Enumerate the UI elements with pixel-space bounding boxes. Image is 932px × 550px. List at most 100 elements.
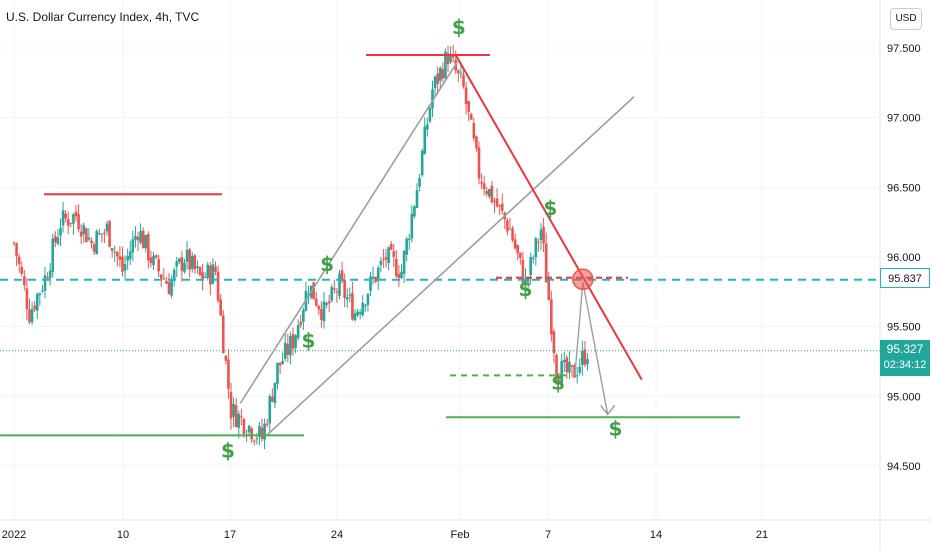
- candle: [118, 256, 122, 260]
- current-price-label: 95.327: [886, 342, 924, 356]
- candle: [268, 396, 272, 424]
- candle: [139, 230, 142, 243]
- candle: [511, 228, 514, 241]
- candle: [46, 277, 49, 279]
- chart-title: U.S. Dollar Currency Index, 4h, TVC: [6, 10, 200, 24]
- candle: [126, 255, 129, 261]
- candle: [519, 252, 522, 258]
- candle: [224, 355, 228, 361]
- candle: [338, 273, 341, 296]
- candle: [364, 304, 367, 306]
- candle: [178, 258, 181, 262]
- candle: [384, 257, 388, 260]
- y-tick-label: 96.500: [887, 182, 921, 194]
- candle: [175, 261, 179, 267]
- dollar-annotation: $: [519, 277, 533, 301]
- candle: [43, 275, 47, 291]
- candle: [23, 276, 26, 286]
- candle: [136, 236, 140, 241]
- candle: [379, 260, 383, 265]
- x-tick-label: 21: [756, 529, 768, 541]
- candle: [400, 271, 403, 278]
- candle: [263, 423, 266, 440]
- candle: [41, 290, 44, 292]
- candle: [165, 280, 168, 284]
- candle: [395, 258, 398, 277]
- candle: [575, 375, 579, 377]
- candle: [387, 247, 390, 264]
- candle: [90, 240, 93, 244]
- candle: [201, 272, 204, 280]
- candle: [488, 188, 491, 197]
- candle: [407, 238, 411, 241]
- candle: [428, 107, 432, 122]
- x-tick-label: 17: [224, 529, 236, 541]
- y-tick-label: 95.500: [887, 322, 921, 334]
- candle: [157, 259, 160, 272]
- candle: [524, 278, 527, 285]
- candle: [12, 242, 16, 244]
- candle: [216, 271, 220, 301]
- candle: [542, 226, 545, 244]
- candle: [464, 87, 468, 105]
- candle: [516, 245, 520, 254]
- candle: [74, 211, 78, 217]
- candle: [92, 244, 96, 252]
- candle: [56, 237, 60, 245]
- candle: [500, 203, 504, 211]
- candle: [348, 295, 352, 297]
- candle: [552, 331, 556, 354]
- candle: [418, 177, 421, 187]
- candle: [103, 232, 106, 234]
- candle: [193, 255, 197, 270]
- candle: [116, 252, 119, 257]
- candle: [376, 267, 380, 281]
- candle: [327, 301, 331, 304]
- candle: [51, 238, 55, 272]
- candle: [100, 233, 104, 235]
- candle: [180, 257, 184, 271]
- candle: [278, 362, 282, 366]
- candle: [141, 230, 145, 249]
- trendline-upper-channel: [239, 61, 458, 404]
- candle: [358, 312, 362, 314]
- candle: [467, 101, 470, 112]
- candle: [154, 255, 158, 258]
- candle: [539, 229, 543, 241]
- dollar-annotation: $: [302, 329, 316, 353]
- candle: [28, 309, 31, 323]
- candle: [374, 277, 377, 282]
- y-tick-label: 95.000: [887, 391, 921, 403]
- candle: [578, 366, 582, 373]
- candle: [214, 266, 217, 272]
- currency-button[interactable]: USD: [890, 8, 922, 30]
- y-tick-label: 94.500: [887, 461, 921, 473]
- candle: [410, 213, 414, 239]
- candle: [152, 255, 155, 266]
- candle: [322, 301, 326, 322]
- candle: [369, 276, 372, 291]
- candle: [397, 274, 401, 279]
- candle: [498, 205, 501, 207]
- candle: [317, 305, 321, 310]
- candle: [565, 357, 569, 373]
- highlight-marker: [572, 268, 594, 291]
- candle: [482, 183, 486, 190]
- candle: [162, 278, 166, 280]
- candle: [95, 231, 98, 255]
- dollar-annotation: $: [551, 370, 565, 394]
- candle: [149, 257, 153, 264]
- candle: [534, 238, 538, 258]
- candle: [475, 136, 478, 149]
- candle: [87, 237, 91, 240]
- candle: [570, 365, 574, 367]
- dollar-annotation: $: [320, 252, 334, 276]
- candle: [506, 220, 509, 232]
- y-tick-label: 97.500: [887, 43, 921, 55]
- candle: [105, 223, 109, 232]
- candle: [529, 256, 532, 276]
- candle: [69, 222, 73, 224]
- projection-line-a: [574, 282, 584, 376]
- candle: [110, 248, 114, 251]
